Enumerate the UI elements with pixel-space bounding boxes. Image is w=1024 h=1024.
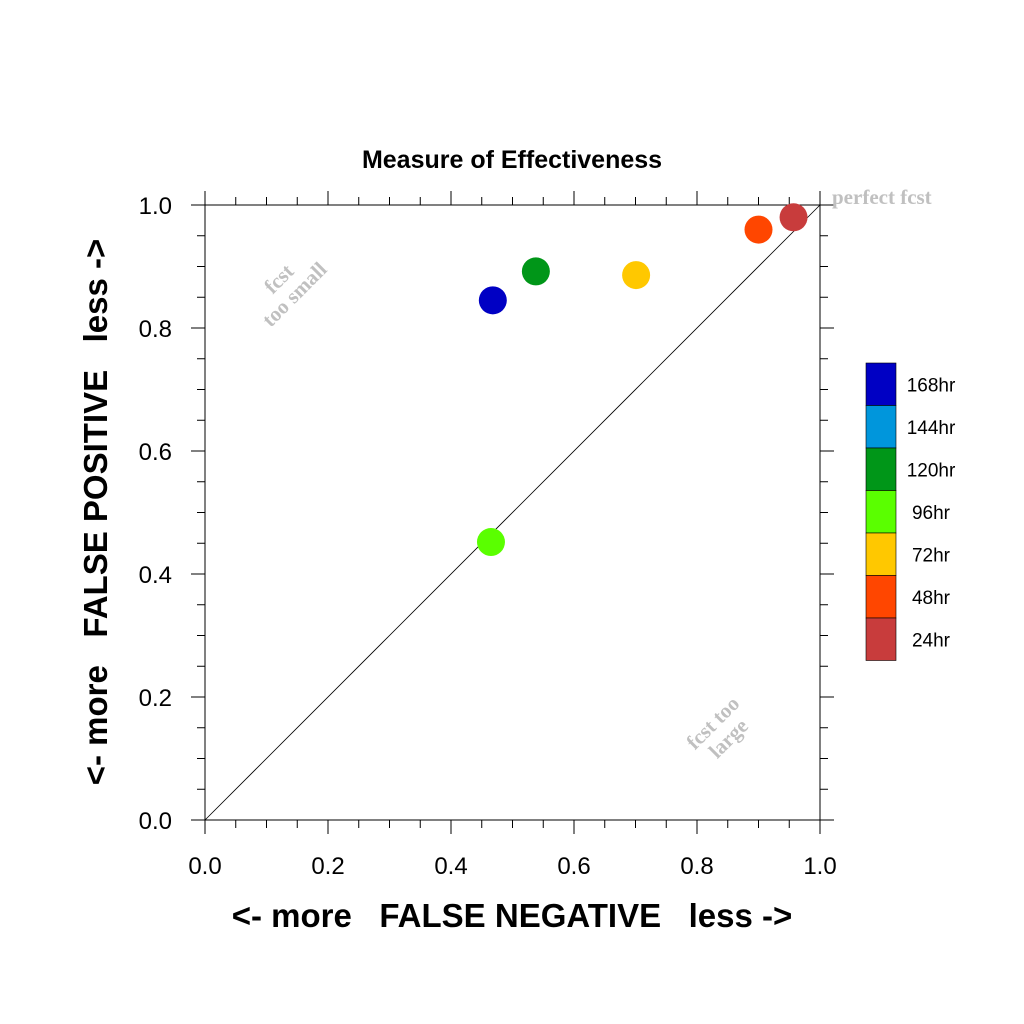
- legend-label: 24hr: [912, 630, 951, 651]
- legend-label: 96hr: [912, 503, 951, 524]
- fcst-too-large-annotation: fcst too large: [681, 691, 752, 762]
- x-tick-label: 0.6: [557, 853, 590, 880]
- x-tick-label: 0.8: [680, 853, 713, 880]
- diagonal-line: [204, 204, 821, 821]
- axis-ticks: [191, 191, 834, 834]
- legend-label: 72hr: [912, 545, 951, 566]
- legend-label: 168hr: [907, 375, 956, 396]
- legend-swatch-168hr: [865, 362, 897, 406]
- point-120hr: [521, 257, 550, 286]
- legend-swatch-48hr: [865, 575, 897, 619]
- x-tick-label: 1.0: [803, 853, 836, 880]
- y-tick-label: 0.4: [139, 562, 172, 589]
- x-tick-labels: 0.0 0.2 0.4 0.6 0.8 1.0: [188, 853, 836, 880]
- legend-swatch-144hr: [865, 405, 897, 449]
- point-96hr: [476, 528, 505, 557]
- legend-label: 48hr: [912, 588, 951, 609]
- fcst-too-small-line2: too small: [257, 257, 331, 331]
- y-tick-label: 0.0: [139, 808, 172, 835]
- x-tick-label: 0.4: [434, 853, 467, 880]
- x-tick-label: 0.2: [311, 853, 344, 880]
- y-tick-labels: 0.0 0.2 0.4 0.6 0.8 1.0: [139, 193, 172, 835]
- point-72hr: [622, 261, 651, 290]
- data-points: [476, 203, 808, 557]
- point-168hr: [478, 286, 507, 315]
- legend: 168hr 144hr 120hr 96hr 72hr 48hr 24hr: [865, 362, 956, 661]
- x-axis-label: <- more FALSE NEGATIVE less ->: [232, 897, 793, 934]
- chart-title: Measure of Effectiveness: [362, 146, 662, 174]
- legend-label: 120hr: [907, 460, 956, 481]
- point-48hr: [744, 215, 773, 244]
- fcst-too-small-annotation: fcst too small: [257, 257, 331, 331]
- y-tick-label: 0.2: [139, 685, 172, 712]
- y-tick-label: 0.6: [139, 439, 172, 466]
- point-24hr: [779, 203, 808, 232]
- legend-swatch-24hr: [865, 617, 897, 661]
- y-tick-label: 0.8: [139, 316, 172, 343]
- legend-swatch-120hr: [865, 447, 897, 491]
- perfect-forecast-label: perfect fcst: [832, 185, 932, 209]
- y-axis-label: <- more FALSE POSITIVE less ->: [77, 239, 114, 786]
- legend-swatch-72hr: [865, 532, 897, 576]
- legend-swatch-96hr: [865, 490, 897, 534]
- x-tick-label: 0.0: [188, 853, 221, 880]
- legend-label: 144hr: [907, 418, 956, 439]
- y-tick-label: 1.0: [139, 193, 172, 220]
